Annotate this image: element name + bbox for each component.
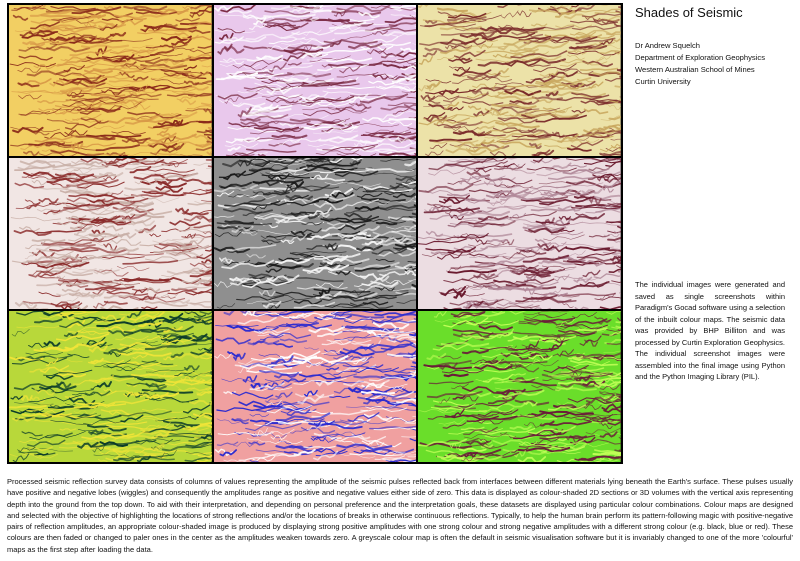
seismic-tile bbox=[418, 158, 621, 309]
seismic-texture bbox=[9, 5, 212, 156]
seismic-texture bbox=[213, 158, 417, 309]
seismic-image-grid bbox=[7, 3, 623, 464]
seismic-tile bbox=[213, 5, 417, 156]
seismic-texture bbox=[213, 5, 417, 156]
info-panel: Shades of Seismic Dr Andrew Squelch Depa… bbox=[635, 3, 787, 88]
seismic-texture bbox=[213, 311, 417, 462]
seismic-tile bbox=[9, 158, 212, 309]
seismic-tile bbox=[418, 5, 621, 156]
seismic-tile bbox=[213, 311, 417, 462]
seismic-texture bbox=[418, 5, 621, 156]
page-title: Shades of Seismic bbox=[635, 5, 743, 20]
author-line: Western Australian School of Mines bbox=[635, 65, 755, 74]
main-description: Processed seismic reflection survey data… bbox=[7, 477, 793, 554]
seismic-tile bbox=[9, 5, 212, 156]
seismic-tile bbox=[418, 311, 621, 462]
seismic-texture bbox=[418, 311, 621, 462]
author-line: Curtin University bbox=[635, 77, 691, 86]
author-line: Dr Andrew Squelch bbox=[635, 41, 701, 50]
side-description: The individual images were generated and… bbox=[635, 280, 785, 381]
seismic-texture bbox=[9, 158, 212, 309]
seismic-tile bbox=[213, 158, 417, 309]
seismic-texture bbox=[418, 158, 621, 309]
seismic-texture bbox=[9, 311, 212, 462]
seismic-tile bbox=[9, 311, 212, 462]
author-line: Department of Exploration Geophysics bbox=[635, 53, 766, 62]
author-block: Dr Andrew Squelch Department of Explorat… bbox=[635, 40, 787, 88]
